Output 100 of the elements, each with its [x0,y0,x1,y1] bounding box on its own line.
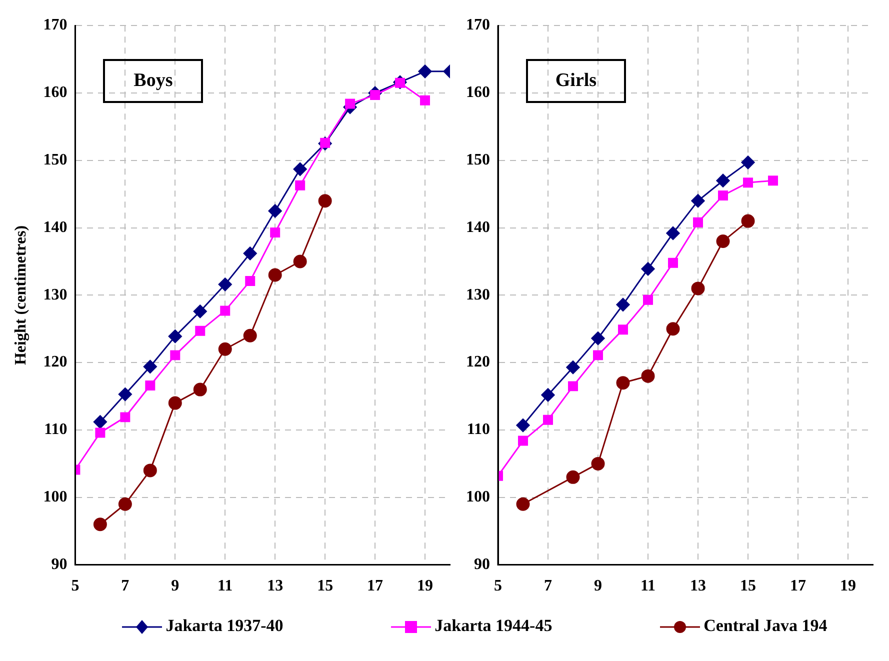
point [593,350,603,360]
x-tick-label: 19 [840,578,856,595]
point [245,276,256,286]
point [93,518,107,532]
point [268,204,282,218]
point [616,376,630,390]
point [145,380,156,391]
x-tick-label: 5 [71,578,80,595]
point [293,162,307,176]
y-tick-label: 120 [466,354,490,371]
legend-label: Jakarta 1944-45 [434,616,552,635]
point [318,194,332,208]
point [591,456,605,470]
point [568,381,578,392]
point [741,214,755,228]
point [143,464,157,478]
point [168,330,182,344]
point [691,282,705,296]
point [643,294,653,305]
x-tick-label: 7 [544,578,552,595]
point [93,415,107,429]
point [718,190,728,200]
x-tick-label: 13 [690,578,706,595]
point [516,497,530,511]
x-tick-label: 13 [267,578,284,595]
point [666,226,680,240]
point [195,326,206,336]
point [120,412,130,422]
y-tick-label: 90 [474,556,490,573]
point [591,332,605,346]
point [516,418,530,432]
y-tick-label: 140 [43,218,68,236]
point [118,388,132,402]
point [691,194,705,208]
x-tick-label: 11 [218,578,233,595]
point [618,324,628,335]
y-tick-label: 110 [466,421,490,438]
x-tick-label: 15 [740,578,756,595]
point [768,176,778,186]
x-tick-label: 19 [417,578,434,595]
y-tick-label: 170 [466,16,490,34]
point [543,414,553,425]
point [295,180,306,190]
point [668,258,678,268]
point [345,98,356,109]
x-tick-label: 9 [171,578,180,595]
point [518,436,528,446]
y-tick-label: 150 [43,152,68,169]
point [693,217,703,228]
point [293,254,307,268]
point [716,174,730,188]
point [566,470,580,484]
point [95,428,106,438]
y-tick-label: 170 [43,16,68,34]
y-tick-label: 160 [466,84,490,102]
point [270,228,280,238]
point [243,246,257,260]
y-tick-label: 100 [466,488,490,506]
point [616,298,630,312]
point [370,90,380,100]
x-tick-label: 7 [121,578,130,595]
x-tick-label: 5 [494,578,502,595]
point [143,360,157,374]
legend-label: Central Java 194 [704,616,828,635]
point [716,234,730,248]
point [641,369,655,383]
point [641,262,655,276]
point [666,322,680,336]
point [420,95,430,106]
y-tick-label: 120 [43,354,68,371]
y-tick-label: 150 [466,152,490,169]
y-tick-label: 90 [51,556,68,573]
text: Boys [103,58,204,103]
y-tick-label: 160 [43,84,68,102]
y-tick-label: 110 [44,421,68,438]
point [243,328,257,342]
x-tick-label: 17 [367,578,384,595]
point [170,350,180,360]
point [218,342,232,356]
point [168,396,182,410]
point [743,178,753,188]
x-tick-label: 9 [594,578,602,595]
y-tick-label: 140 [466,218,490,236]
point [220,306,230,316]
legend-label: Jakarta 1937-40 [166,616,284,635]
point [193,304,207,318]
y-axis-title: Height (centimetres) [12,225,30,366]
x-tick-label: 15 [317,578,334,595]
point [566,360,580,374]
point [741,156,755,170]
point [218,278,232,292]
y-tick-label: 130 [466,286,490,304]
point [268,268,282,282]
x-tick-label: 17 [790,578,806,595]
y-tick-label: 100 [43,488,68,506]
y-tick-label: 130 [43,286,68,304]
x-tick-label: 11 [640,578,656,595]
point [193,382,207,396]
text: Girls [526,58,626,103]
point [118,497,132,511]
